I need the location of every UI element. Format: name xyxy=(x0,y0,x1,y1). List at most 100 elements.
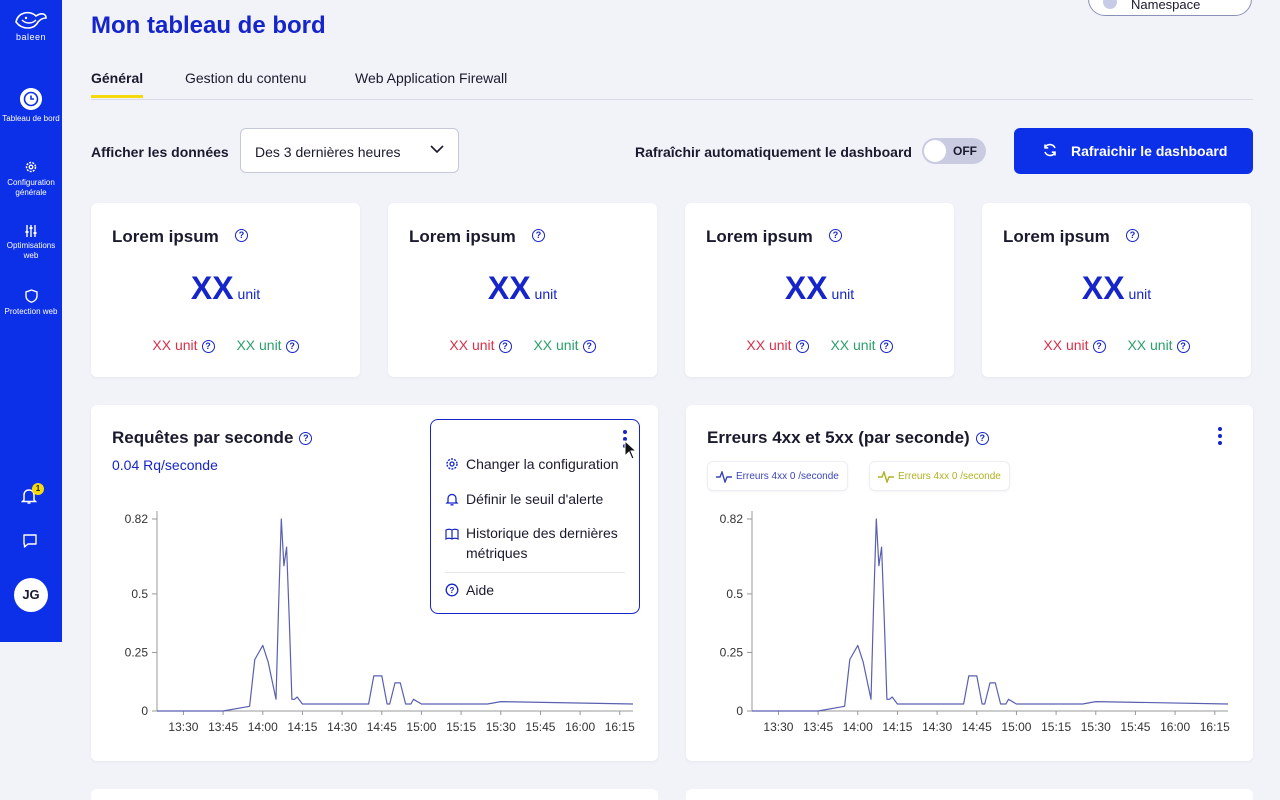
x-tick-label: 14:15 xyxy=(287,720,317,734)
stat-main-value: XX unit xyxy=(685,270,954,307)
shield-icon xyxy=(24,289,38,303)
help-icon[interactable]: ? xyxy=(1126,229,1139,242)
help-icon[interactable]: ? xyxy=(975,432,989,446)
stat-green-value: XX unit xyxy=(533,337,579,353)
help-icon[interactable]: ? xyxy=(235,229,248,242)
auto-refresh-toggle[interactable]: OFF xyxy=(922,138,986,164)
stat-card: Lorem ipsum? XX unit XX unit? XX unit? xyxy=(685,203,954,377)
menu-item-label: Changer la configuration xyxy=(466,456,619,472)
chart-menu-button[interactable] xyxy=(1218,427,1222,448)
period-select[interactable]: Des 3 dernières heures xyxy=(240,128,459,173)
avatar[interactable]: JG xyxy=(14,578,48,612)
x-tick-label: 15:00 xyxy=(1001,720,1031,734)
stat-card: Lorem ipsum? XX unit XX unit? XX unit? xyxy=(388,203,657,377)
sidebar-item-label: Tableau de bord xyxy=(2,114,60,123)
sidebar-item-protection[interactable]: Protection web xyxy=(0,289,62,317)
stat-sub-values: XX unit? XX unit? xyxy=(388,337,657,353)
series-line xyxy=(752,518,1229,712)
stat-red-group: XX unit? xyxy=(1043,337,1106,353)
tab-general[interactable]: Général xyxy=(91,70,144,98)
menu-divider xyxy=(445,572,625,573)
sidebar-item-dashboard[interactable]: Tableau de bord xyxy=(0,88,62,124)
refresh-dashboard-button[interactable]: Rafraichir le dashboard xyxy=(1014,128,1253,174)
stat-card-header: Lorem ipsum? xyxy=(1003,227,1139,247)
sliders-icon xyxy=(25,225,37,237)
chart-title: Erreurs 4xx et 5xx (par seconde) xyxy=(707,428,970,447)
stat-main-value: XX unit xyxy=(982,270,1251,307)
chart-card-partial xyxy=(686,789,1253,800)
help-icon[interactable]: ? xyxy=(285,339,299,353)
namespace-label: Namespace xyxy=(1131,0,1201,12)
legend-label: Erreurs 4xx 0 /seconde xyxy=(736,471,839,482)
help-icon[interactable]: ? xyxy=(879,339,893,353)
stat-unit: unit xyxy=(1128,286,1152,302)
tab-gestion-contenu[interactable]: Gestion du contenu xyxy=(185,70,307,86)
help-icon[interactable]: ? xyxy=(1092,339,1106,353)
stat-card-header: Lorem ipsum? xyxy=(706,227,842,247)
menu-item-label: Historique des dernières métriques xyxy=(466,525,618,561)
menu-item-help[interactable]: ? Aide xyxy=(445,582,625,598)
menu-item-change-config[interactable]: Changer la configuration xyxy=(445,456,625,472)
logo-text: baleen xyxy=(15,32,47,42)
stat-green-group: XX unit? xyxy=(533,337,596,353)
namespace-selector[interactable]: Namespace xyxy=(1088,0,1252,16)
refresh-icon xyxy=(1044,143,1056,157)
help-icon[interactable]: ? xyxy=(532,229,545,242)
x-tick-label: 14:30 xyxy=(922,720,952,734)
x-tick-label: 16:15 xyxy=(605,720,635,734)
legend-chip-5xx[interactable]: Erreurs 4xx 0 /seconde xyxy=(869,461,1010,491)
sidebar-item-label: Configuration générale xyxy=(7,178,55,197)
sidebar-item-label: Protection web xyxy=(4,307,58,316)
chevron-down-icon xyxy=(430,145,444,154)
stat-card-title: Lorem ipsum xyxy=(706,227,813,246)
help-icon: ? xyxy=(445,583,459,597)
help-icon[interactable]: ? xyxy=(829,229,842,242)
help-icon[interactable]: ? xyxy=(1176,339,1190,353)
mouse-cursor-icon xyxy=(624,440,638,460)
legend-chip-4xx[interactable]: Erreurs 4xx 0 /seconde xyxy=(707,461,848,491)
chart-title: Requêtes par seconde xyxy=(112,428,294,447)
whale-logo-icon xyxy=(15,11,47,29)
sidebar-item-optimisations[interactable]: Optimisations web xyxy=(0,225,62,261)
help-icon[interactable]: ? xyxy=(795,339,809,353)
gear-icon xyxy=(25,161,37,173)
auto-refresh-label: Rafraîchir automatiquement le dashboard xyxy=(635,144,912,160)
chart-options-menu: Changer la configuration Définir le seui… xyxy=(430,419,640,614)
menu-item-label: Aide xyxy=(466,582,495,598)
stat-card-title: Lorem ipsum xyxy=(112,227,219,246)
stat-unit: unit xyxy=(237,286,261,302)
y-tick-label: 0 xyxy=(141,704,148,718)
help-icon[interactable]: ? xyxy=(201,339,215,353)
stat-card-title: Lorem ipsum xyxy=(409,227,516,246)
x-tick-label: 16:00 xyxy=(565,720,595,734)
bell-icon xyxy=(20,489,38,504)
x-tick-label: 14:00 xyxy=(843,720,873,734)
x-tick-label: 13:45 xyxy=(803,720,833,734)
notifications-button[interactable]: 1 xyxy=(20,483,44,510)
x-tick-label: 14:00 xyxy=(248,720,278,734)
y-tick-label: 0.5 xyxy=(131,587,148,601)
errors-line-chart: 0 0.25 0.5 0.82 13:30 13:45 14:00 14:15 14:30 14:… xyxy=(720,511,1230,734)
stat-card-header: Lorem ipsum? xyxy=(409,227,545,247)
stat-red-group: XX unit? xyxy=(152,337,215,353)
tab-waf[interactable]: Web Application Firewall xyxy=(355,70,508,86)
pulse-icon xyxy=(878,471,894,483)
stat-main-value: XX unit xyxy=(388,270,657,307)
toggle-knob xyxy=(924,140,946,162)
gear-icon xyxy=(446,458,458,470)
baleen-logo[interactable]: baleen xyxy=(0,8,62,42)
stat-green-group: XX unit? xyxy=(830,337,893,353)
help-icon[interactable]: ? xyxy=(498,339,512,353)
menu-item-alert-threshold[interactable]: Définir le seuil d'alerte xyxy=(445,491,625,507)
series-line xyxy=(157,518,634,712)
stat-value: XX xyxy=(190,270,234,306)
help-icon[interactable]: ? xyxy=(582,339,596,353)
chart-card-errors: Erreurs 4xx et 5xx (par seconde)? Erreur… xyxy=(686,405,1253,761)
help-icon[interactable]: ? xyxy=(299,432,313,446)
sidebar-item-config[interactable]: Configuration générale xyxy=(0,160,62,198)
stat-unit: unit xyxy=(831,286,855,302)
legend-label: Erreurs 4xx 0 /seconde xyxy=(898,471,1001,482)
bell-icon xyxy=(445,493,459,506)
chat-button[interactable] xyxy=(22,533,38,554)
menu-item-history[interactable]: Historique des dernières métriques xyxy=(445,523,625,563)
